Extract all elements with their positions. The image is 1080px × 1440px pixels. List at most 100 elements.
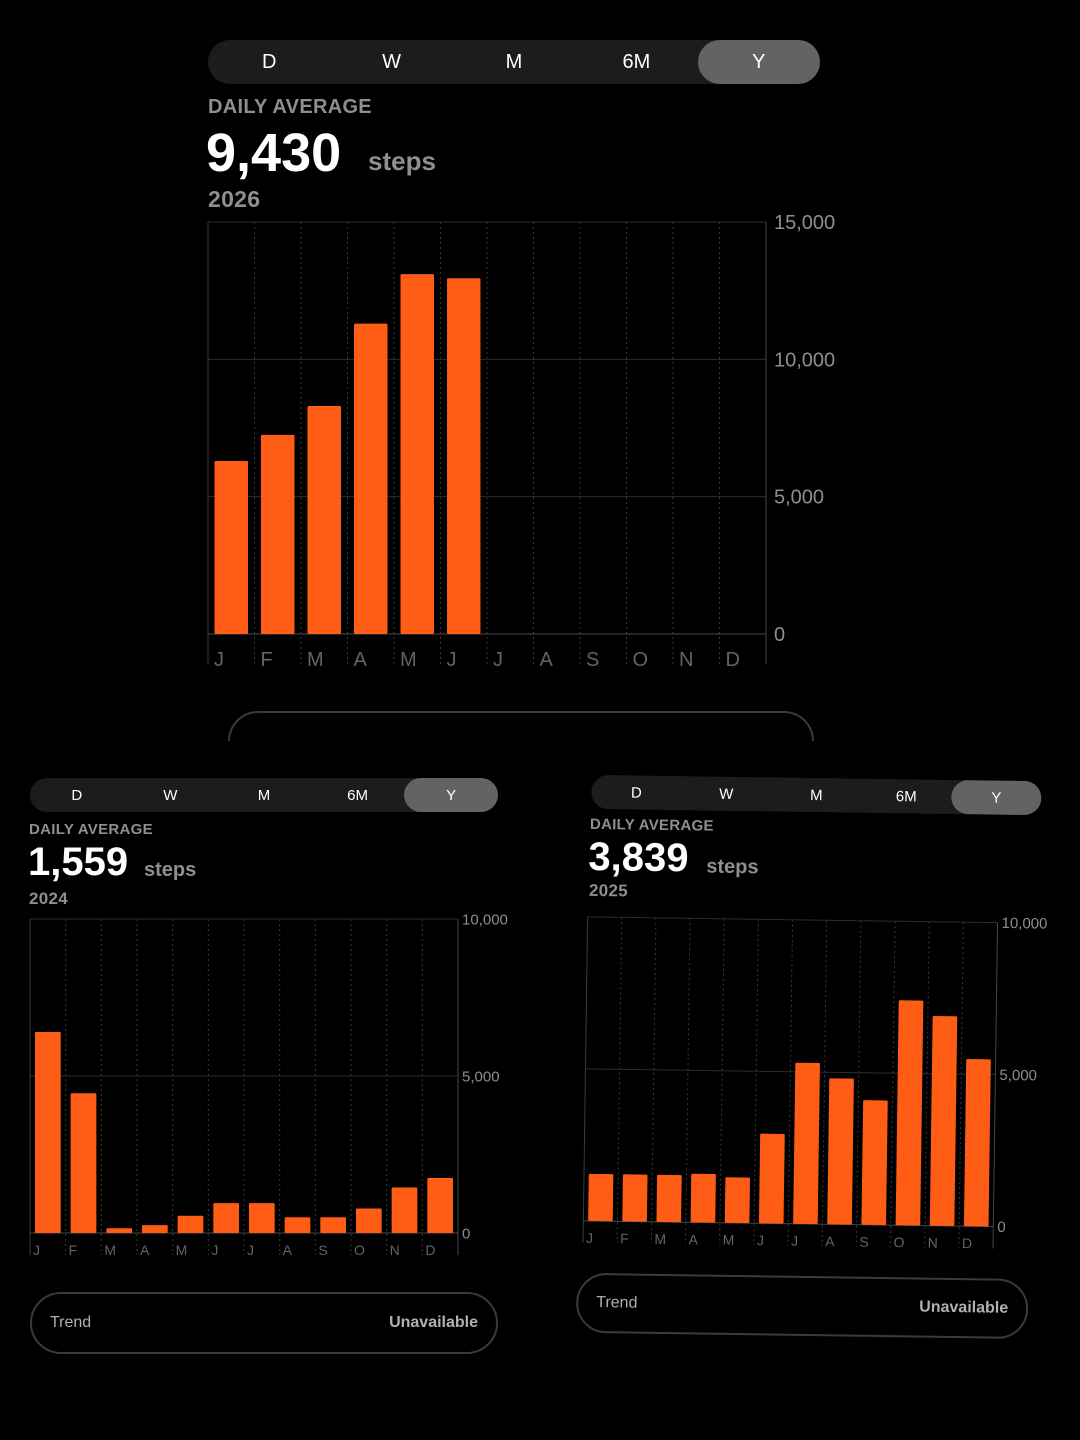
bar-4[interactable]: [690, 1173, 716, 1223]
bar-12[interactable]: [963, 1058, 991, 1227]
x-tick-label: M: [104, 1242, 116, 1258]
segment-day[interactable]: D: [261, 50, 277, 73]
trend-card[interactable]: Trend Unavailable: [30, 1292, 498, 1354]
bar-4[interactable]: [141, 1225, 168, 1233]
daily-average-value: 9,430: [206, 123, 342, 183]
trend-card[interactable]: Trend Unavailable: [575, 1272, 1029, 1340]
bar-5[interactable]: [724, 1177, 750, 1224]
x-tick-label: J: [447, 649, 457, 671]
bar-2[interactable]: [70, 1093, 97, 1233]
y-tick-label: 10,000: [462, 911, 508, 928]
column-gridline: [924, 921, 930, 1248]
bar-3[interactable]: [656, 1174, 682, 1223]
segment-week[interactable]: W: [382, 50, 402, 73]
segment-six-months[interactable]: 6M: [895, 787, 917, 805]
trend-label: Trend: [50, 1314, 92, 1331]
x-tick-label: J: [33, 1242, 40, 1258]
column-gridline: [685, 918, 691, 1245]
bar-5[interactable]: [400, 274, 434, 634]
bar-4[interactable]: [354, 323, 388, 634]
x-tick-label: A: [354, 649, 368, 671]
column-gridline: [582, 916, 589, 1243]
x-tick-label: S: [318, 1242, 327, 1258]
column-gridline: [787, 919, 794, 1246]
segment-week[interactable]: W: [163, 786, 178, 804]
y-gridline: [585, 1068, 996, 1076]
trend-card-edge: [228, 711, 814, 741]
panel-2024: D W M 6M Y DAILY AVERAGE 1,559 steps 202…: [0, 760, 540, 1440]
trend-value: Unavailable: [389, 1314, 478, 1331]
column-gridline: [719, 918, 725, 1245]
bar-11[interactable]: [391, 1187, 418, 1233]
bar-1[interactable]: [34, 1032, 61, 1233]
bar-7[interactable]: [793, 1062, 820, 1225]
segment-year[interactable]: Y: [404, 778, 498, 812]
daily-average-value: 1,559: [28, 840, 129, 884]
bar-12[interactable]: [427, 1178, 454, 1233]
x-tick-label: O: [354, 1242, 365, 1258]
x-tick-label: A: [540, 649, 554, 671]
x-tick-label: J: [247, 1242, 254, 1258]
y-tick-label: 0: [997, 1219, 1006, 1236]
daily-average-unit: steps: [368, 146, 436, 176]
segment-week[interactable]: W: [719, 785, 734, 803]
bar-1[interactable]: [214, 460, 248, 634]
bar-6[interactable]: [447, 278, 481, 634]
segment-month[interactable]: M: [257, 786, 271, 804]
segment-month[interactable]: M: [505, 50, 523, 73]
daily-average-unit: steps: [144, 859, 197, 881]
x-tick-label: J: [586, 1230, 593, 1246]
bar-11[interactable]: [929, 1015, 958, 1227]
daily-average-value: 3,839: [588, 834, 689, 881]
period-label: 2025: [588, 880, 629, 901]
x-tick-label: F: [69, 1242, 78, 1258]
column-gridline: [958, 922, 964, 1249]
x-tick-label: A: [688, 1231, 698, 1247]
daily-average-label: DAILY AVERAGE: [589, 815, 714, 835]
bar-1[interactable]: [588, 1173, 614, 1222]
bar-6[interactable]: [213, 1203, 240, 1233]
y-gridline: [587, 916, 998, 924]
y-gridline: [583, 1220, 994, 1228]
time-range-segmented-control[interactable]: D W M 6M Y: [208, 40, 821, 84]
bar-7[interactable]: [248, 1203, 275, 1233]
y-tick-label: 5,000: [774, 487, 824, 509]
segment-month[interactable]: M: [809, 786, 823, 804]
steps-chart-2024: 0 5,000 10,000 J F M A M J J A S O N D: [29, 911, 508, 1258]
bar-8[interactable]: [284, 1217, 311, 1233]
trend-label: Trend: [596, 1294, 638, 1312]
segment-year[interactable]: Y: [951, 779, 1042, 816]
segment-day[interactable]: D: [71, 786, 83, 804]
x-tick-label: J: [211, 1242, 218, 1258]
y-tick-label: 0: [462, 1225, 470, 1242]
bar-5[interactable]: [177, 1215, 204, 1233]
column-gridline: [753, 919, 759, 1246]
segment-year[interactable]: Y: [697, 40, 821, 84]
time-range-segmented-control[interactable]: D W M 6M Y: [591, 774, 1042, 816]
bar-3[interactable]: [307, 406, 341, 634]
y-tick-label: 5,000: [999, 1067, 1037, 1085]
bar-9[interactable]: [320, 1217, 347, 1233]
period-label: 2026: [208, 186, 261, 212]
bar-2[interactable]: [622, 1174, 648, 1222]
x-tick-label: J: [493, 649, 503, 671]
column-gridline: [855, 920, 862, 1247]
x-tick-label: D: [962, 1235, 972, 1249]
x-tick-label: D: [425, 1242, 435, 1258]
bar-9[interactable]: [861, 1100, 888, 1226]
bar-8[interactable]: [827, 1078, 854, 1225]
column-gridline: [992, 922, 999, 1249]
x-tick-label: N: [928, 1235, 938, 1250]
x-tick-label: J: [757, 1232, 764, 1248]
segment-day[interactable]: D: [630, 783, 642, 802]
bar-2[interactable]: [261, 434, 295, 634]
time-range-segmented-control[interactable]: D W M 6M Y: [30, 778, 498, 812]
segment-six-months[interactable]: 6M: [622, 50, 651, 73]
bar-3[interactable]: [106, 1228, 133, 1233]
bar-6[interactable]: [758, 1133, 785, 1224]
segment-six-months[interactable]: 6M: [347, 786, 368, 804]
daily-average-label: DAILY AVERAGE: [208, 96, 372, 118]
y-tick-label: 0: [774, 624, 785, 646]
bar-10[interactable]: [895, 1000, 924, 1226]
bar-10[interactable]: [355, 1208, 382, 1233]
